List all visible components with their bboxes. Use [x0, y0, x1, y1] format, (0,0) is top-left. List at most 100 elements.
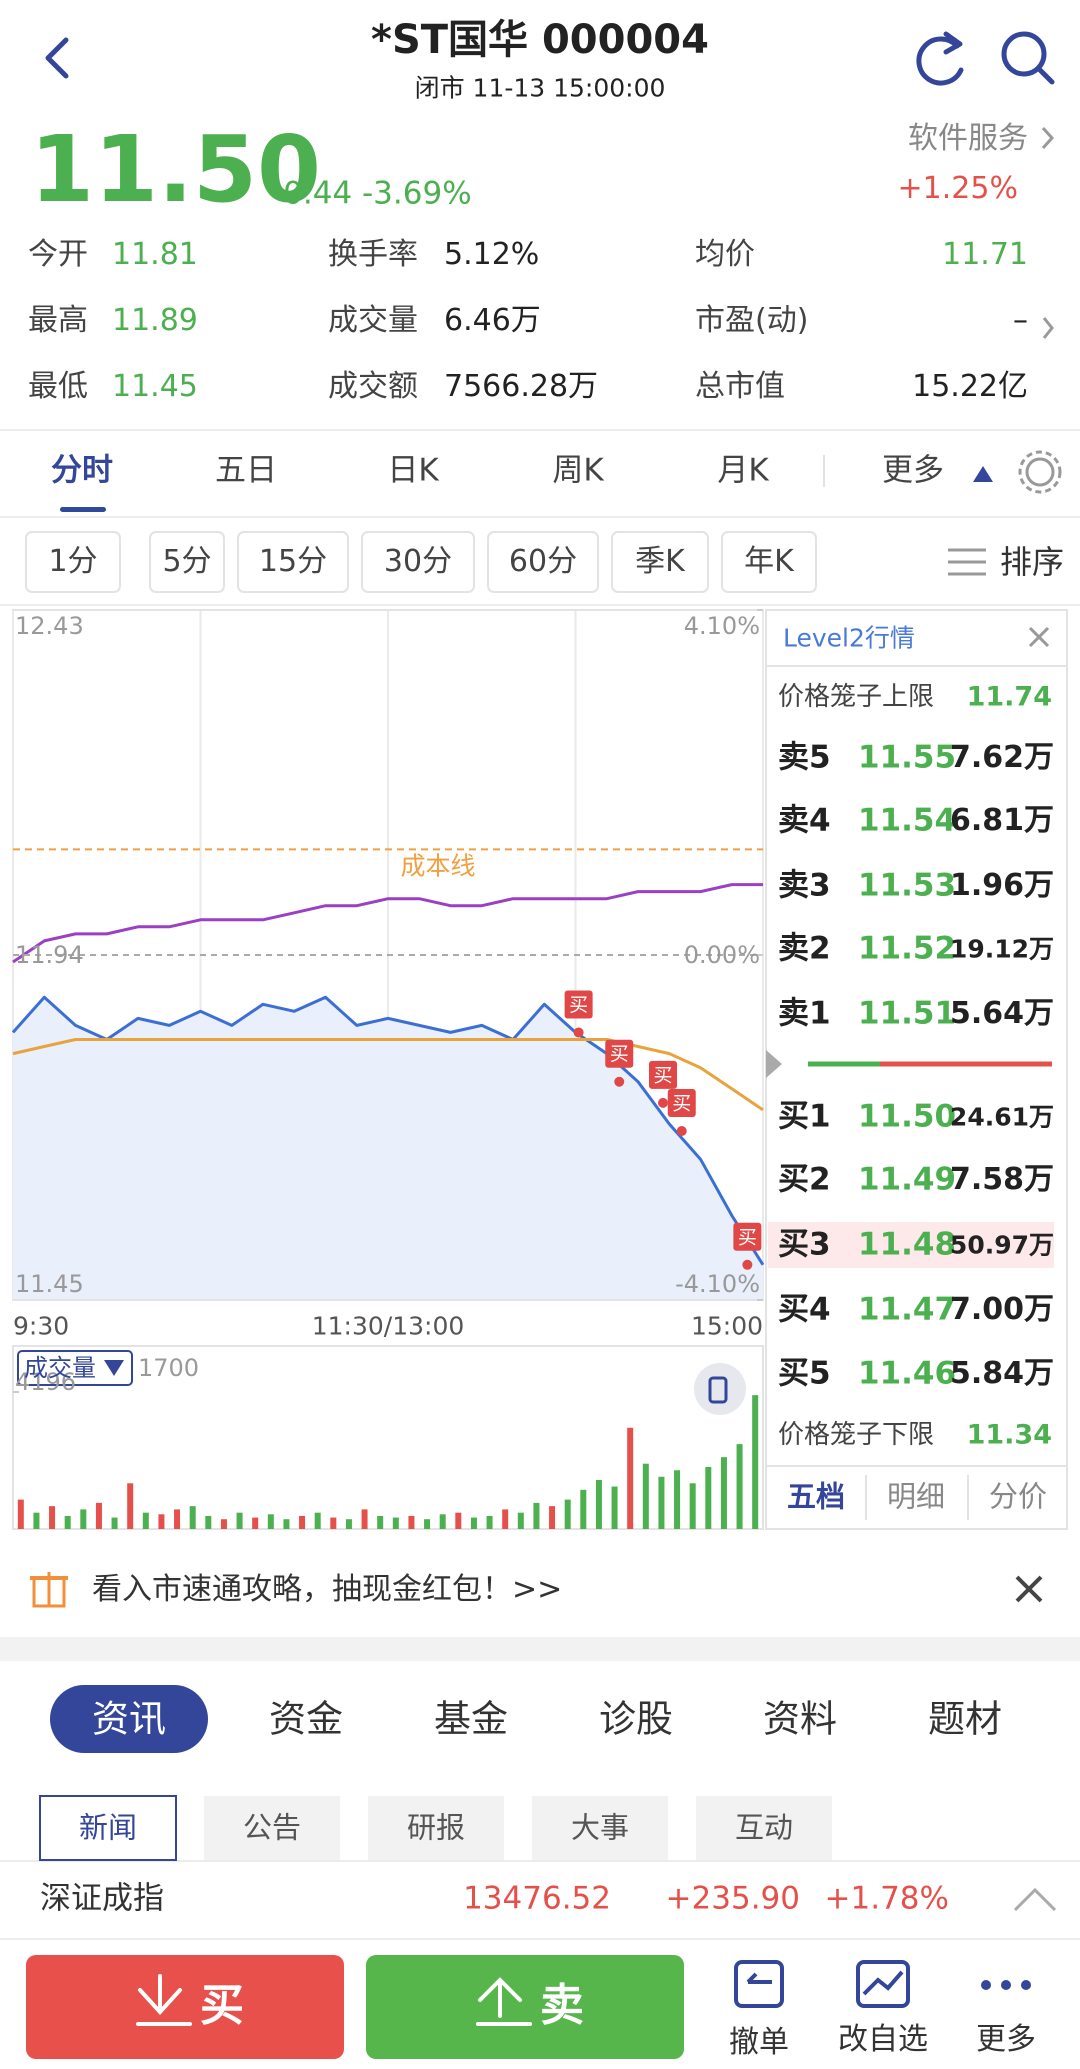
news-tab[interactable]: 题材: [928, 1697, 1002, 1741]
banner-close[interactable]: [1015, 1575, 1043, 1603]
news-tab[interactable]: 基金: [434, 1697, 508, 1741]
volume-selector-arrow: [104, 1360, 124, 1376]
interval-button[interactable]: [611, 531, 709, 593]
volume-bar: [720, 1457, 727, 1529]
news-tab[interactable]: 资金: [269, 1697, 343, 1741]
search-icon[interactable]: [1001, 31, 1047, 77]
interval-button[interactable]: [237, 531, 349, 593]
volume-bar: [49, 1506, 56, 1529]
volume-bar: [642, 1463, 649, 1529]
more-actions[interactable]: 更多: [976, 2022, 1036, 2057]
order-book-close[interactable]: [1028, 626, 1050, 648]
news-subtab[interactable]: [696, 1796, 832, 1860]
price-cage-upper: 11.74: [966, 681, 1052, 713]
interval-button-label[interactable]: 年K: [744, 544, 794, 579]
cancel-order[interactable]: 撤单: [729, 2025, 789, 2060]
sort-button[interactable]: 排序: [999, 543, 1064, 581]
sell-button[interactable]: [366, 1955, 684, 2059]
interval-button[interactable]: [361, 531, 475, 593]
volume-bar: [283, 1519, 290, 1529]
sector-name[interactable]: 软件服务: [908, 121, 1028, 156]
interval-button-label[interactable]: 季K: [635, 544, 685, 579]
news-tab-pill[interactable]: [50, 1685, 208, 1753]
period-tab[interactable]: 周K: [552, 452, 604, 489]
interval-button[interactable]: [487, 531, 599, 593]
volume-selector[interactable]: [17, 1350, 133, 1386]
interval-button[interactable]: [149, 531, 225, 593]
news-subtab-label[interactable]: 大事: [570, 1810, 630, 1845]
more-icon[interactable]: [981, 1980, 1031, 1990]
news-tab[interactable]: 资料: [763, 1697, 837, 1741]
price-change-percent: -3.69%: [362, 175, 472, 212]
order-book-tab[interactable]: 分价: [988, 1479, 1048, 1514]
period-tab[interactable]: 分时: [51, 452, 113, 489]
stat-label: 均价: [695, 237, 755, 272]
volume-bar: [220, 1519, 227, 1529]
news-subtab-label[interactable]: 公告: [242, 1810, 302, 1845]
order-price: 11.53: [858, 867, 957, 904]
rotate-button[interactable]: [694, 1363, 746, 1415]
news-subtab[interactable]: [368, 1796, 504, 1860]
news-subtab-label[interactable]: 互动: [734, 1810, 794, 1845]
interval-button-label[interactable]: 60分: [508, 544, 578, 579]
tabs-separator: [823, 455, 825, 487]
buy-button[interactable]: [26, 1955, 344, 2059]
stat-label: 今开: [28, 237, 88, 272]
order-book-tab[interactable]: 五档: [786, 1479, 846, 1514]
volume-bar: [486, 1515, 493, 1529]
index-name[interactable]: 深证成指: [40, 1880, 164, 1917]
volume-selector-label[interactable]: 成交量: [24, 1354, 96, 1382]
order-price: 11.48: [858, 1226, 957, 1263]
interval-button[interactable]: [25, 531, 121, 593]
interval-button-label[interactable]: 15分: [258, 544, 328, 579]
interval-button[interactable]: [721, 531, 817, 593]
period-tab[interactable]: 更多: [882, 452, 944, 489]
section-gap: [0, 1637, 1080, 1661]
order-price: 11.50: [858, 1098, 957, 1135]
interval-button-label[interactable]: 5分: [162, 544, 212, 579]
edit-watchlist[interactable]: 改自选: [838, 2022, 928, 2057]
news-subtab[interactable]: [204, 1796, 340, 1860]
sell-label[interactable]: 卖: [540, 1980, 584, 2031]
tab-underline: [60, 507, 106, 512]
order-volume: 19.12万: [949, 934, 1054, 964]
stat-value: 11.71: [942, 237, 1028, 272]
back-icon[interactable]: [45, 37, 69, 79]
buy-label[interactable]: 买: [200, 1980, 244, 2031]
x-tick-label: 15:00: [690, 1311, 763, 1341]
volume-bar: [80, 1509, 87, 1529]
stats-chevron[interactable]: [1042, 317, 1054, 339]
settings-icon[interactable]: [1025, 457, 1055, 487]
interval-button-label[interactable]: 30分: [383, 544, 453, 579]
order-volume: 7.58万: [949, 1162, 1054, 1197]
last-price: 11.50: [30, 116, 322, 223]
volume-bar: [674, 1470, 681, 1529]
sort-icon[interactable]: [948, 548, 986, 576]
news-tab[interactable]: 资讯: [92, 1697, 166, 1741]
news-subtab-label[interactable]: 新闻: [78, 1810, 138, 1845]
interval-button-label[interactable]: 1分: [48, 544, 98, 579]
order-level: 卖4: [778, 802, 831, 839]
news-subtab-label[interactable]: 研报: [406, 1810, 466, 1845]
news-tab[interactable]: 诊股: [599, 1697, 673, 1741]
cancel-icon[interactable]: [734, 1960, 784, 2008]
period-tab[interactable]: 五日: [215, 452, 277, 489]
stat-label: 换手率: [328, 237, 418, 272]
order-level: 卖5: [778, 739, 831, 776]
collapse-triangle[interactable]: [973, 466, 993, 482]
index-change: +235.90: [665, 1880, 800, 1917]
promo-banner[interactable]: 看入市速通攻略，抽现金红包！>>: [92, 1572, 563, 1607]
period-tab[interactable]: 月K: [717, 452, 769, 489]
refresh-icon[interactable]: [916, 36, 964, 86]
order-book-toggle[interactable]: [766, 1050, 782, 1078]
news-subtab[interactable]: [532, 1796, 668, 1860]
x-tick-label: 11:30/13:00: [311, 1311, 465, 1341]
order-book-tab[interactable]: 明细: [886, 1479, 946, 1514]
index-expand[interactable]: [1013, 1887, 1057, 1912]
chart-separator: [0, 604, 1080, 606]
order-volume: 6.81万: [949, 803, 1054, 838]
volume-bar: [33, 1512, 40, 1529]
order-level: 买2: [778, 1161, 831, 1198]
watchlist-icon[interactable]: [856, 1960, 910, 2008]
period-tab[interactable]: 日K: [387, 452, 439, 489]
